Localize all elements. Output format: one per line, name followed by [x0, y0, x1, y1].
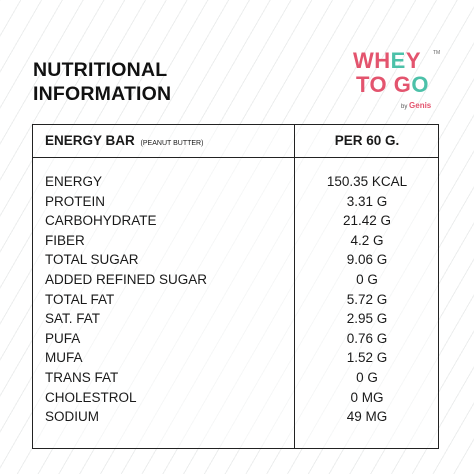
nutrient-name: TRANS FAT	[45, 369, 119, 385]
nutrient-name: SODIUM	[45, 409, 99, 425]
nutrient-name: ADDED REFINED SUGAR	[45, 271, 208, 287]
table-row: CARBOHYDRATE 21.42 G	[33, 211, 438, 231]
nutrition-table: ENERGY BAR (PEANUT BUTTER) PER 60 G. ENE…	[32, 124, 439, 449]
logo-letter: O	[369, 72, 388, 97]
logo-brand-name: Genis	[409, 101, 432, 110]
product-name-cell: ENERGY BAR (PEANUT BUTTER)	[45, 133, 203, 148]
nutrient-value: 0 MG	[350, 389, 384, 405]
table-header: ENERGY BAR (PEANUT BUTTER) PER 60 G.	[33, 125, 438, 158]
table-row: TOTAL FAT 5.72 G	[33, 290, 438, 310]
nutrient-name: PROTEIN	[45, 193, 106, 209]
nutrient-value: 4.2 G	[350, 232, 384, 248]
nutrient-name: FIBER	[45, 232, 85, 248]
table-row: PROTEIN 3.31 G	[33, 192, 438, 212]
logo-letter	[387, 72, 394, 97]
logo-line-2: TO GO	[356, 72, 429, 98]
nutrient-value: 0.76 G	[346, 330, 388, 346]
logo-letter: H	[374, 48, 391, 73]
nutrient-value: 0 G	[356, 369, 378, 385]
nutrient-value: 3.31 G	[346, 193, 388, 209]
logo-letter: O	[411, 72, 430, 97]
table-row: FIBER 4.2 G	[33, 231, 438, 251]
logo-letter: G	[393, 72, 412, 97]
nutrient-name: MUFA	[45, 350, 83, 366]
product-name: ENERGY BAR	[45, 133, 135, 148]
table-row: ADDED REFINED SUGAR 0 G	[33, 270, 438, 290]
table-row: SAT. FAT 2.95 G	[33, 309, 438, 329]
nutrient-value: 150.35 KCAL	[326, 174, 408, 189]
logo-line-1: WHEY	[353, 48, 421, 74]
title-line-2: INFORMATION	[33, 83, 172, 105]
table-row: CHOLESTROL 0 MG	[33, 388, 438, 408]
nutrient-value: 5.72 G	[346, 291, 388, 307]
title-line-1: NUTRITIONAL	[33, 59, 168, 81]
table-row: MUFA 1.52 G	[33, 348, 438, 368]
logo-byline: by Genis	[401, 101, 431, 110]
nutrient-name: ENERGY	[45, 174, 103, 189]
logo-letter: W	[353, 48, 375, 73]
table-row: SODIUM 49 MG	[33, 407, 438, 427]
logo-trademark: TM	[433, 50, 441, 56]
logo-letter: Y	[405, 48, 422, 73]
nutrient-name: TOTAL SUGAR	[45, 252, 139, 268]
nutrient-value: 21.42 G	[342, 213, 392, 229]
brand-logo: WHEY TM TO GO by Genis	[353, 48, 443, 118]
table-row: TOTAL SUGAR 9.06 G	[33, 250, 438, 270]
nutrient-value: 1.52 G	[346, 350, 388, 366]
nutrient-value: 9.06 G	[346, 252, 388, 268]
page-title: NUTRITIONAL INFORMATION	[33, 58, 171, 106]
nutrient-value: 2.95 G	[346, 311, 388, 327]
nutrient-name: CHOLESTROL	[45, 389, 137, 405]
nutrient-value: 49 MG	[346, 409, 388, 425]
nutrient-name: CARBOHYDRATE	[45, 213, 157, 229]
nutrient-value: 0 G	[356, 271, 378, 287]
serving-size: PER 60 G.	[334, 133, 400, 148]
nutrient-name: TOTAL FAT	[45, 291, 115, 307]
logo-letter: E	[390, 48, 406, 73]
logo-letter: T	[356, 72, 370, 97]
logo-by-text: by	[401, 104, 408, 110]
nutrient-list: ENERGY 150.35 KCAL PROTEIN 3.31 G CARBOHYDRA…	[33, 172, 438, 427]
column-divider	[294, 125, 295, 448]
table-row: ENERGY 150.35 KCAL	[33, 172, 438, 192]
product-variant: (PEANUT BUTTER)	[140, 140, 204, 147]
table-row: TRANS FAT 0 G	[33, 368, 438, 388]
table-row: PUFA 0.76 G	[33, 329, 438, 349]
nutrient-name: PUFA	[45, 330, 81, 346]
nutrient-name: SAT. FAT	[45, 311, 101, 327]
